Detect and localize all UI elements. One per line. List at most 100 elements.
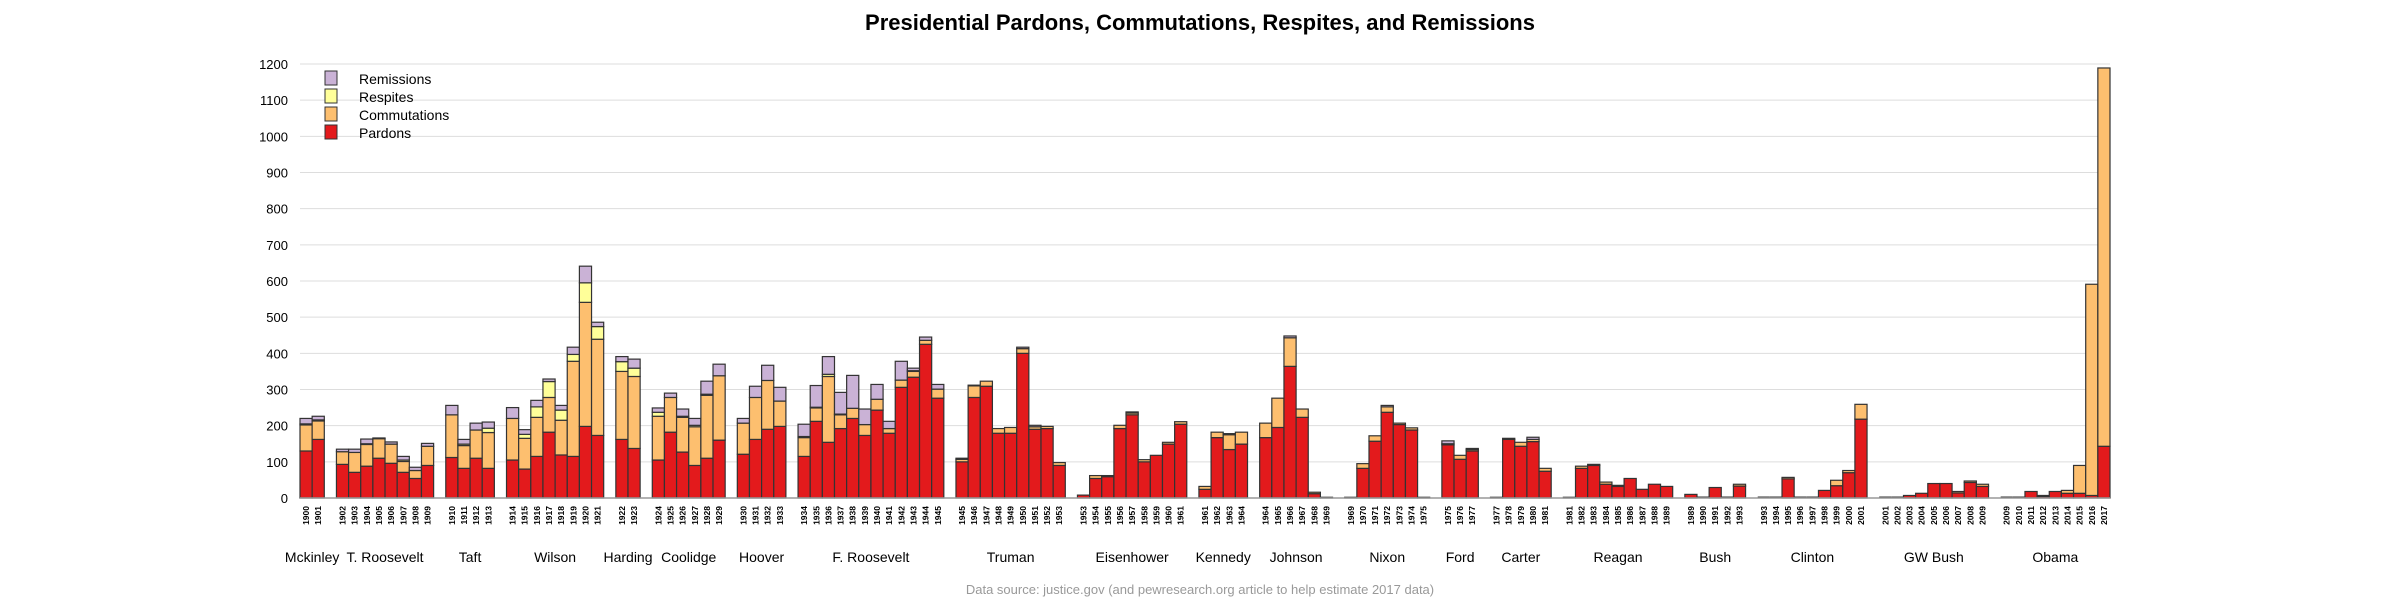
bar-remissions-1917 bbox=[542, 378, 556, 383]
x-tick-label: 1942 bbox=[896, 506, 906, 525]
x-tick-label: 1959 bbox=[1151, 506, 1161, 525]
bar-commutations-1968 bbox=[1307, 491, 1322, 495]
bar-commutations-1960 bbox=[1161, 441, 1176, 445]
bar-pardons-1943 bbox=[906, 376, 921, 499]
bar-commutations-1976 bbox=[1453, 454, 1467, 460]
bar-remissions-1903 bbox=[347, 448, 362, 454]
x-tick-label: 1997 bbox=[1807, 506, 1817, 525]
x-tick-label: 2009 bbox=[1977, 506, 1987, 525]
bar-commutations-1925 bbox=[663, 396, 678, 433]
bar-pardons-1919 bbox=[566, 455, 580, 499]
bar-commutations-1905 bbox=[372, 438, 386, 459]
bar-pardons-1913 bbox=[481, 467, 495, 499]
bar-commutations-1908 bbox=[408, 469, 423, 480]
x-tick-label: 1935 bbox=[811, 506, 821, 525]
bar-pardons-1945 bbox=[931, 397, 945, 499]
bar-commutations-1971 bbox=[1368, 435, 1382, 442]
bar-remissions-1925 bbox=[663, 392, 678, 399]
bar-pardons-1956 bbox=[1113, 427, 1127, 499]
bar-commutations-1961 bbox=[1198, 485, 1212, 490]
bar-pardons-1930 bbox=[736, 453, 751, 499]
x-tick-label: 1923 bbox=[629, 506, 639, 525]
x-tick-label: 1930 bbox=[738, 506, 748, 525]
bar-respites-1920 bbox=[578, 282, 593, 303]
x-tick-label: 1987 bbox=[1637, 506, 1647, 525]
bar-pardons-1908 bbox=[408, 477, 423, 499]
x-tick-label: 1980 bbox=[1528, 506, 1538, 525]
bar-remissions-1931 bbox=[748, 385, 763, 399]
x-tick-label: 1960 bbox=[1164, 506, 1174, 525]
bar-remissions-1902 bbox=[335, 448, 350, 453]
bar-commutations-1974 bbox=[1404, 427, 1419, 431]
bar-remissions-1932 bbox=[761, 364, 775, 382]
x-tick-label: 1924 bbox=[653, 506, 663, 525]
bar-commutations-1956 bbox=[1113, 424, 1127, 430]
x-tick-label: 2015 bbox=[2075, 506, 2085, 525]
x-tick-label: 1945 bbox=[933, 506, 943, 525]
x-tick-label: 1982 bbox=[1577, 506, 1587, 525]
bar-remissions-1945 bbox=[931, 383, 945, 390]
bar-commutations-1927 bbox=[688, 426, 702, 467]
bar-remissions-1975 bbox=[1441, 440, 1455, 445]
bar-pardons-2011 bbox=[2024, 490, 2038, 499]
bar-commutations-1939 bbox=[858, 423, 872, 437]
bar-commutations-1912 bbox=[469, 429, 483, 459]
bar-respites-1918 bbox=[554, 409, 568, 421]
bar-pardons-1966 bbox=[1283, 365, 1297, 499]
bar-commutations-1914 bbox=[505, 417, 520, 461]
bar-commutations-1966 bbox=[1283, 337, 1297, 367]
x-tick-label: 2000 bbox=[1844, 506, 1854, 525]
bar-commutations-1984 bbox=[1599, 481, 1613, 485]
bar-pardons-1914 bbox=[505, 459, 520, 499]
x-tick-label: 1951 bbox=[1030, 506, 1040, 525]
x-tick-label: 1901 bbox=[313, 506, 323, 525]
bar-pardons-1918 bbox=[554, 454, 568, 499]
x-tick-label: 1955 bbox=[1103, 506, 1113, 525]
x-tick-label: 1956 bbox=[1115, 506, 1125, 525]
bar-commutations-1952 bbox=[1040, 425, 1054, 430]
x-tick-label: 1937 bbox=[836, 506, 846, 525]
bar-remissions-1910 bbox=[445, 404, 459, 416]
bar-commutations-1909 bbox=[420, 445, 435, 467]
x-tick-label: 1904 bbox=[362, 506, 372, 525]
bar-remissions-1929 bbox=[712, 363, 726, 377]
bar-commutations-1920 bbox=[578, 301, 593, 427]
bar-pardons-1989 bbox=[1659, 485, 1674, 499]
bar-pardons-1901 bbox=[311, 438, 325, 499]
legend-label-commutations: Commutations bbox=[359, 107, 449, 123]
x-tick-label: 1977 bbox=[1492, 506, 1502, 525]
x-tick-label: 1979 bbox=[1516, 506, 1526, 525]
x-tick-label: 1918 bbox=[556, 506, 566, 525]
bar-commutations-1983 bbox=[1587, 463, 1601, 467]
bar-commutations-1940 bbox=[870, 398, 884, 411]
bar-commutations-1979 bbox=[1514, 441, 1528, 447]
bar-pardons-1921 bbox=[590, 434, 605, 499]
bar-remissions-1972 bbox=[1380, 404, 1394, 408]
x-tick-label: 1945 bbox=[957, 506, 967, 525]
bar-commutations-1962 bbox=[1210, 431, 1224, 439]
bar-pardons-1964 bbox=[1259, 437, 1273, 499]
bar-commutations-1973 bbox=[1392, 422, 1407, 426]
x-tick-label: 1957 bbox=[1127, 506, 1137, 525]
y-tick-label: 200 bbox=[266, 419, 288, 434]
bar-remissions-1966 bbox=[1283, 335, 1297, 339]
bar-remissions-1906 bbox=[384, 441, 398, 445]
bar-pardons-1999 bbox=[1830, 485, 1844, 499]
bar-pardons-2001 bbox=[1854, 418, 1868, 499]
bar-remissions-1950 bbox=[1016, 346, 1030, 350]
x-tick-label: 1917 bbox=[544, 506, 554, 525]
bar-pardons-1904 bbox=[360, 465, 374, 499]
bar-commutations-1941 bbox=[882, 427, 896, 434]
bar-pardons-1988 bbox=[1647, 483, 1662, 499]
bar-pardons-1917 bbox=[542, 431, 556, 499]
bar-remissions-1933 bbox=[773, 386, 787, 402]
bar-remissions-1920 bbox=[578, 265, 593, 284]
bar-pardons-1959 bbox=[1149, 454, 1164, 499]
x-tick-label: 2005 bbox=[1929, 506, 1939, 525]
bar-pardons-2017 bbox=[2097, 445, 2111, 499]
bar-commutations-2000 bbox=[1842, 469, 1856, 474]
bar-pardons-1965 bbox=[1271, 426, 1285, 499]
president-label: Johnson bbox=[1270, 549, 1323, 565]
bar-pardons-1949 bbox=[1003, 432, 1018, 499]
x-tick-label: 1964 bbox=[1261, 506, 1271, 525]
